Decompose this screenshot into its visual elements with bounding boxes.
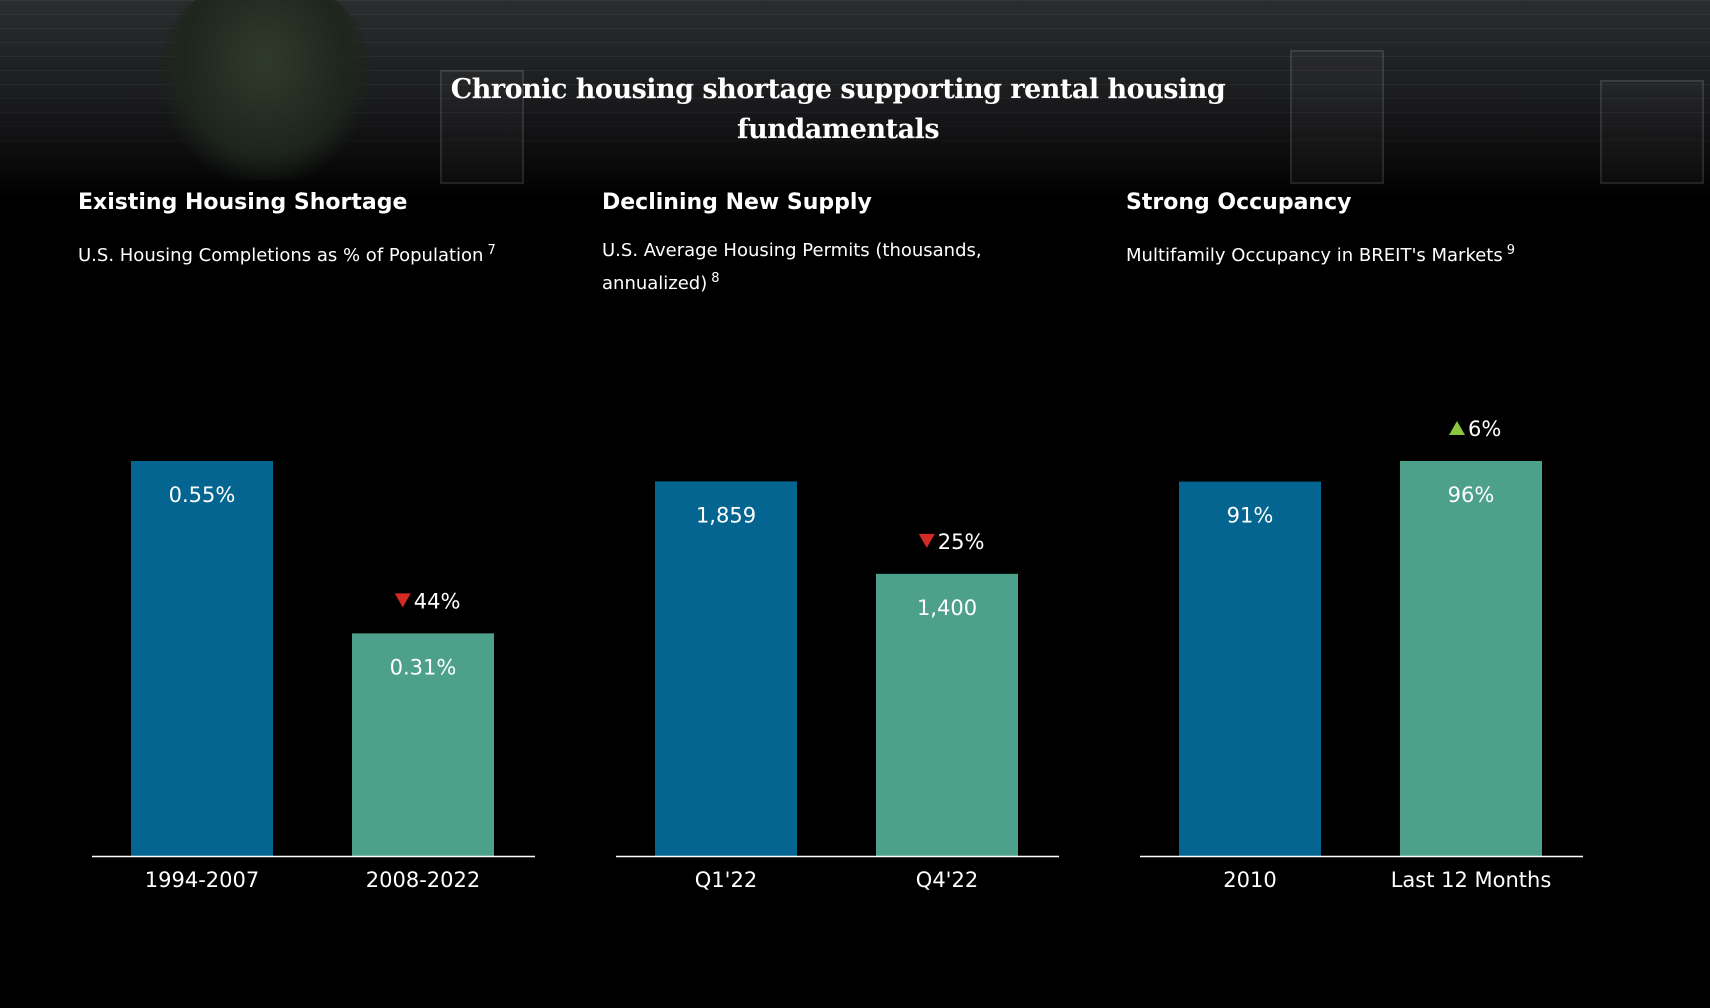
up-arrow-icon: [1449, 421, 1465, 435]
panel-subtitle-text: Multifamily Occupancy in BREIT's Markets: [1126, 245, 1503, 266]
house-window: [1600, 80, 1704, 184]
house-window: [440, 70, 524, 184]
chart-existing-housing-shortage: 0.55% 1994-2007 0.31% 2008-2022 44%: [92, 461, 535, 892]
page-title-line-2: fundamentals: [736, 114, 940, 146]
tree-shape: [160, 0, 370, 180]
change-percent-label: 44%: [414, 589, 461, 613]
bar-q1-22: [655, 481, 797, 856]
panel-subtitle: Multifamily Occupancy in BREIT's Markets…: [1126, 237, 1546, 270]
bar-value-label: 0.55%: [169, 483, 236, 507]
footnote-marker: 7: [487, 243, 496, 258]
down-arrow-icon: [918, 533, 935, 548]
change-percent-label: 25%: [938, 530, 985, 554]
bar-1994-2007: [131, 461, 273, 856]
panel-subtitle-text: U.S. Housing Completions as % of Populat…: [78, 245, 484, 266]
x-tick-label: 2008-2022: [366, 868, 480, 892]
change-indicator: 25%: [918, 530, 985, 554]
bar-2008-2022: [352, 633, 494, 856]
down-arrow-icon: [394, 593, 411, 608]
house-window: [1290, 50, 1384, 184]
panel-subtitle-text: U.S. Average Housing Permits (thousands,…: [602, 240, 982, 294]
hero-background: [0, 0, 1710, 200]
change-percent-label: 6%: [1468, 417, 1501, 441]
bar-value-label: 1,400: [917, 596, 977, 620]
panel-subtitle: U.S. Housing Completions as % of Populat…: [78, 237, 498, 270]
bar-2010: [1179, 481, 1321, 856]
panel-strong-occupancy: 91% 2010 96% Last 12 Months 6% Strong Occupa…: [1126, 188, 1646, 908]
bar-last-12-months: [1400, 461, 1542, 856]
change-indicator: 6%: [1449, 417, 1501, 441]
bar-q4-22: [876, 573, 1018, 856]
chart-strong-occupancy: 91% 2010 96% Last 12 Months 6%: [1140, 417, 1583, 892]
page-title-line-1: Chronic housing shortage supporting rent…: [450, 74, 1226, 106]
footnote-marker: 8: [711, 271, 720, 286]
x-tick-label: Last 12 Months: [1391, 868, 1552, 892]
bar-value-label: 91%: [1227, 504, 1274, 528]
chart-declining-new-supply: 1,859 Q1'22 1,400 Q4'22 25%: [616, 481, 1059, 892]
bar-value-label: 96%: [1448, 483, 1495, 507]
bar-value-label: 1,859: [696, 503, 756, 527]
page-title: Chronic housing shortage supporting rent…: [0, 70, 1676, 150]
x-tick-label: Q1'22: [695, 868, 757, 892]
panel-heading: Existing Housing Shortage: [78, 190, 408, 215]
change-indicator: 44%: [394, 589, 461, 613]
x-tick-label: 2010: [1223, 868, 1276, 892]
panel-heading: Strong Occupancy: [1126, 190, 1352, 215]
x-tick-label: 1994-2007: [145, 868, 259, 892]
bar-value-label: 0.31%: [390, 655, 457, 679]
panel-subtitle: U.S. Average Housing Permits (thousands,…: [602, 237, 1022, 298]
panel-heading: Declining New Supply: [602, 190, 872, 215]
panel-declining-new-supply: 1,859 Q1'22 1,400 Q4'22 25% Declining New Su…: [602, 188, 1122, 908]
footnote-marker: 9: [1506, 243, 1516, 258]
x-tick-label: Q4'22: [916, 868, 978, 892]
panel-existing-housing-shortage: 0.55% 1994-2007 0.31% 2008-2022 44% Existing…: [78, 188, 598, 908]
